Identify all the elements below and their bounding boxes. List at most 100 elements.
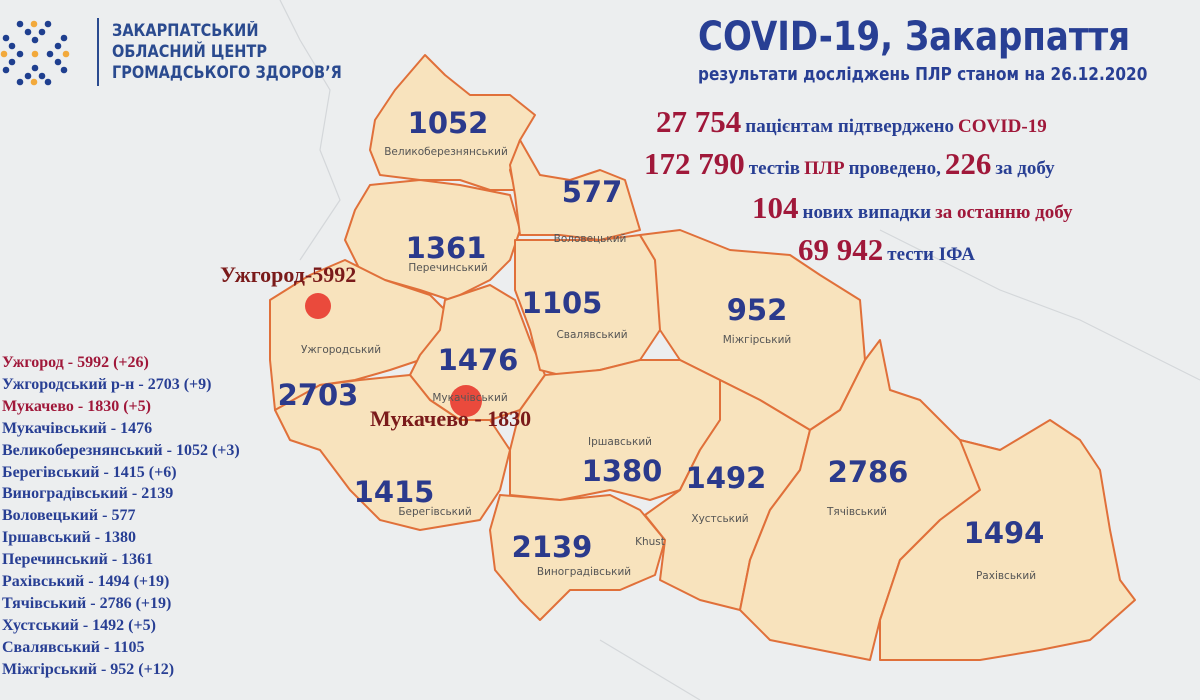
stat-label: проведено, [848, 158, 941, 179]
stat-label: пацієнтам підтверджено [745, 116, 955, 137]
list-item: Мукачево - 1830 (+5) [2, 397, 151, 415]
stat-value: 69 942 [798, 232, 884, 267]
stat-value: 172 790 [644, 146, 745, 181]
district-label-khust: Khust [635, 536, 665, 548]
background-border [599, 639, 701, 700]
district-count: 952 [726, 293, 788, 327]
district-count: 1052 [407, 106, 489, 140]
logo-dot [31, 50, 39, 58]
logo-dot [24, 72, 32, 80]
org-line: ГРОМАДСЬКОГО ЗДОРОВ’Я [112, 63, 342, 82]
district-count: 1361 [405, 231, 487, 265]
page-title: COVID-19, Закарпаття [698, 14, 1131, 60]
stat-label: тести ІФА [887, 244, 975, 265]
logo-dot [38, 28, 46, 36]
list-item: Рахівський - 1494 (+19) [2, 573, 170, 591]
logo-dot [62, 50, 70, 58]
list-item: Берегівський - 1415 (+6) [2, 463, 177, 481]
district-area [274, 374, 511, 531]
stat-tests: 172 790 тестів ПЛР проведено, 226 за доб… [644, 146, 1055, 182]
logo-dot [44, 20, 52, 28]
organization-name: ЗАКАРПАТСЬКИЙ ОБЛАСНИЙ ЦЕНТР ГРОМАДСЬКОГ… [112, 20, 342, 83]
stat-value: 27 754 [656, 104, 742, 139]
list-item: Іршавський - 1380 [2, 529, 137, 547]
district-name: Берегівський [398, 506, 472, 518]
logo-dot [54, 58, 62, 66]
hotspot-mukachevo-icon [450, 385, 482, 417]
district-count: 1105 [521, 286, 603, 320]
logo-icon [0, 20, 70, 86]
city-label-mukachevo: Мукачево - 1830 [370, 406, 532, 431]
background-border [879, 229, 1200, 381]
org-line: ОБЛАСНИЙ ЦЕНТР [112, 42, 267, 61]
logo-dot [44, 78, 52, 86]
logo-dot [16, 50, 24, 58]
district-name: Великоберезнянський [384, 146, 508, 158]
hotspot-uzhhorod-icon [305, 293, 331, 319]
list-item: Виноградівський - 2139 [2, 485, 174, 503]
stat-label: нових випадки [802, 202, 932, 223]
list-item: Мукачівський - 1476 [2, 419, 153, 437]
list-item: Свалявський - 1105 [2, 638, 145, 656]
district-name: Міжгірський [722, 334, 792, 346]
logo-dot [38, 72, 46, 80]
page-subtitle: результати досліджень ПЛР станом на 26.1… [698, 64, 1148, 85]
stat-label: ПЛР [804, 158, 845, 179]
district-name: Тячівський [827, 506, 887, 518]
district-count: 1492 [685, 461, 767, 495]
stat-label: COVID-19 [958, 116, 1047, 137]
stat-value: 226 [944, 146, 992, 181]
logo-dot [60, 66, 68, 74]
district-area [344, 179, 521, 301]
district-name: Хустський [691, 513, 749, 525]
stat-label: тестів [748, 158, 801, 179]
district-name: Іршавський [588, 436, 652, 448]
district-count: 1494 [963, 516, 1045, 550]
list-item: Перечинський - 1361 [2, 551, 154, 569]
list-item: Тячівський - 2786 (+19) [2, 594, 172, 612]
district-area [879, 419, 1136, 661]
district-name: Воловецький [553, 233, 627, 245]
logo-dot [30, 20, 38, 28]
logo-dot [16, 20, 24, 28]
org-line: ЗАКАРПАТСЬКИЙ [112, 21, 259, 40]
logo-dot [60, 34, 68, 42]
district-name: Ужгородський [300, 344, 382, 356]
district-count: 1476 [437, 343, 519, 377]
district-name: Виноградівський [536, 566, 632, 578]
district-area [509, 139, 641, 241]
list-item: Міжгірський - 952 (+12) [2, 660, 175, 678]
district-name: Мукачівський [432, 392, 508, 404]
stat-new-cases: 104 нових випадки за останню добу [752, 190, 1073, 226]
district-count: 1415 [353, 475, 435, 509]
logo-dot [8, 42, 16, 50]
stat-confirmed: 27 754 пацієнтам підтверджено COVID-19 [656, 104, 1047, 140]
list-item: Хустський - 1492 (+5) [2, 616, 156, 634]
district-name: Перечинський [408, 262, 488, 274]
background-border [279, 0, 341, 261]
logo-dot [0, 50, 8, 58]
list-item: Ужгород - 5992 (+26) [2, 354, 149, 371]
city-label-uzhhorod: Ужгород-5992 [220, 262, 357, 287]
district-count: 2786 [827, 455, 909, 489]
logo-dot [16, 78, 24, 86]
logo-dot [31, 64, 39, 72]
logo-divider [97, 18, 99, 86]
list-item: Ужгородський р-н - 2703 (+9) [2, 375, 212, 393]
district-count: 2703 [277, 378, 359, 412]
logo-dot [8, 58, 16, 66]
logo-dot [2, 66, 10, 74]
district-count: 2139 [511, 530, 593, 564]
district-name: Свалявський [556, 329, 628, 341]
district-list: Ужгород - 5992 (+26) Ужгородський р-н - 2… [2, 352, 240, 681]
list-item: Великоберезнянський - 1052 (+3) [2, 441, 240, 459]
stat-ifa: 69 942 тести ІФА [798, 232, 975, 268]
logo-dot [30, 78, 38, 86]
stat-label: за добу [995, 158, 1055, 179]
stat-label: за останню добу [935, 202, 1073, 223]
logo-dot [31, 36, 39, 44]
logo-dot [54, 42, 62, 50]
district-name: Рахівський [975, 570, 1037, 582]
stat-value: 104 [752, 190, 799, 225]
